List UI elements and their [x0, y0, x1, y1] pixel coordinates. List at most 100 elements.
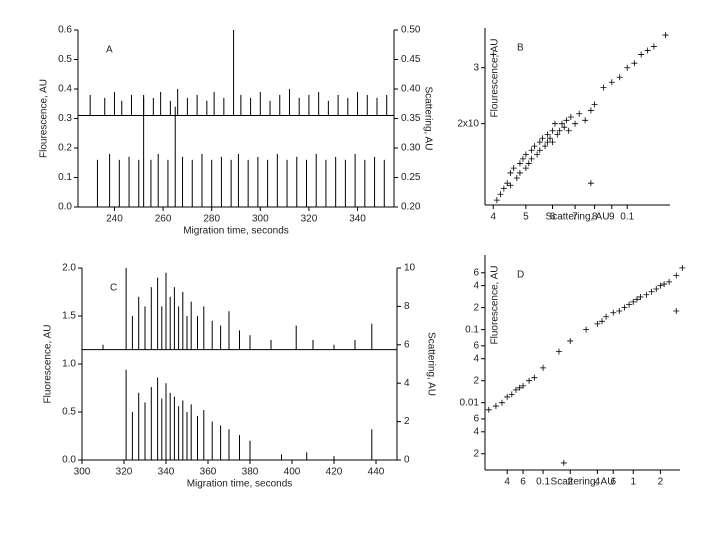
- y-tick-label: 0.0: [62, 455, 76, 466]
- point: [504, 393, 511, 400]
- point: [616, 74, 623, 81]
- y-tick-label: 4: [473, 426, 479, 437]
- point: [591, 101, 598, 108]
- y-axis-label: Flourescence, AU: [490, 39, 501, 118]
- point: [572, 120, 579, 127]
- y2-tick-label: 0.30: [401, 143, 421, 154]
- y-tick-label: 1.0: [62, 359, 76, 370]
- y-axis-label: Fluorescence, AU: [490, 266, 501, 345]
- x-tick-label: 320: [301, 214, 318, 225]
- point: [526, 377, 533, 384]
- x-tick-label: 8: [592, 212, 598, 223]
- point: [662, 32, 669, 39]
- panel-label: D: [517, 270, 524, 281]
- x-axis-label: Scattering, AU: [546, 212, 610, 223]
- y-tick-label: 0.2: [58, 143, 72, 154]
- y-tick-label: 4: [473, 353, 479, 364]
- point: [661, 281, 668, 288]
- x-tick-label: 4: [490, 212, 496, 223]
- x-tick-label: 300: [252, 214, 269, 225]
- point: [624, 64, 631, 71]
- point: [638, 51, 645, 58]
- y2-tick-label: 4: [404, 378, 410, 389]
- point: [507, 182, 514, 189]
- point: [567, 337, 574, 344]
- y2-tick-label: 0.35: [401, 113, 421, 124]
- x-tick-label: 440: [368, 467, 385, 478]
- point: [542, 143, 549, 150]
- point: [485, 406, 492, 413]
- point: [498, 399, 505, 406]
- point: [528, 155, 535, 162]
- point: [504, 180, 511, 187]
- point: [536, 139, 543, 146]
- y2-tick-label: 0.45: [401, 54, 421, 65]
- y-tick-label: 0.1: [58, 172, 72, 183]
- x-tick-label: 320: [116, 467, 133, 478]
- x-tick-label: 400: [284, 467, 301, 478]
- x-tick-label: 340: [158, 467, 175, 478]
- x-tick-label: 360: [200, 467, 217, 478]
- point: [556, 127, 563, 134]
- point: [510, 165, 517, 172]
- point: [666, 278, 673, 285]
- x-tick-label: 5: [523, 212, 529, 223]
- point: [561, 124, 568, 131]
- y2-tick-label: 0.40: [401, 84, 421, 95]
- point: [587, 107, 594, 114]
- point: [540, 364, 547, 371]
- point: [492, 403, 499, 410]
- x-tick-label: 260: [155, 214, 172, 225]
- point: [539, 135, 546, 142]
- point: [544, 131, 551, 138]
- point: [587, 180, 594, 187]
- point: [549, 127, 556, 134]
- x-tick-label: 4: [504, 477, 510, 488]
- x-tick-label: 340: [349, 214, 366, 225]
- x-tick-label: 240: [106, 214, 123, 225]
- point: [583, 326, 590, 333]
- y-tick-label: 0.5: [58, 54, 72, 65]
- y-tick-label: 6: [473, 267, 479, 278]
- point: [519, 155, 526, 162]
- x-tick-label: 6: [550, 212, 556, 223]
- point: [551, 120, 558, 127]
- panel-label: B: [517, 43, 524, 54]
- point: [512, 386, 519, 393]
- point: [516, 384, 523, 391]
- point: [516, 169, 523, 176]
- y2-axis-label: Scattering, AU: [422, 87, 433, 151]
- point: [525, 160, 532, 167]
- point: [500, 185, 507, 192]
- y2-tick-label: 0.20: [401, 202, 421, 213]
- point: [563, 117, 570, 124]
- point: [621, 304, 628, 311]
- y2-tick-label: 8: [404, 301, 410, 312]
- panel-label: C: [110, 283, 117, 294]
- y-tick-label: 0.1: [465, 324, 479, 335]
- point: [567, 113, 574, 120]
- x-tick-label: 0.1: [536, 477, 550, 488]
- point: [497, 191, 504, 198]
- point: [554, 131, 561, 138]
- y-tick-label: 0.3: [58, 113, 72, 124]
- point: [650, 43, 657, 50]
- y-tick-label: 0.0: [58, 202, 72, 213]
- point: [531, 143, 538, 150]
- point: [673, 307, 680, 314]
- x-axis-label: Migration time, seconds: [187, 479, 293, 490]
- y-tick-label: 2: [473, 302, 479, 313]
- point: [522, 165, 529, 172]
- point: [631, 60, 638, 67]
- y-tick-label: 4: [473, 280, 479, 291]
- x-tick-label: 1: [630, 477, 636, 488]
- x-tick-label: 6: [520, 477, 526, 488]
- y-axis-label: Fluorescence, AU: [43, 325, 54, 404]
- point: [490, 51, 497, 58]
- point: [531, 374, 538, 381]
- x-tick-label: 2: [658, 477, 664, 488]
- point: [648, 288, 655, 295]
- point: [679, 264, 686, 271]
- point: [643, 291, 650, 298]
